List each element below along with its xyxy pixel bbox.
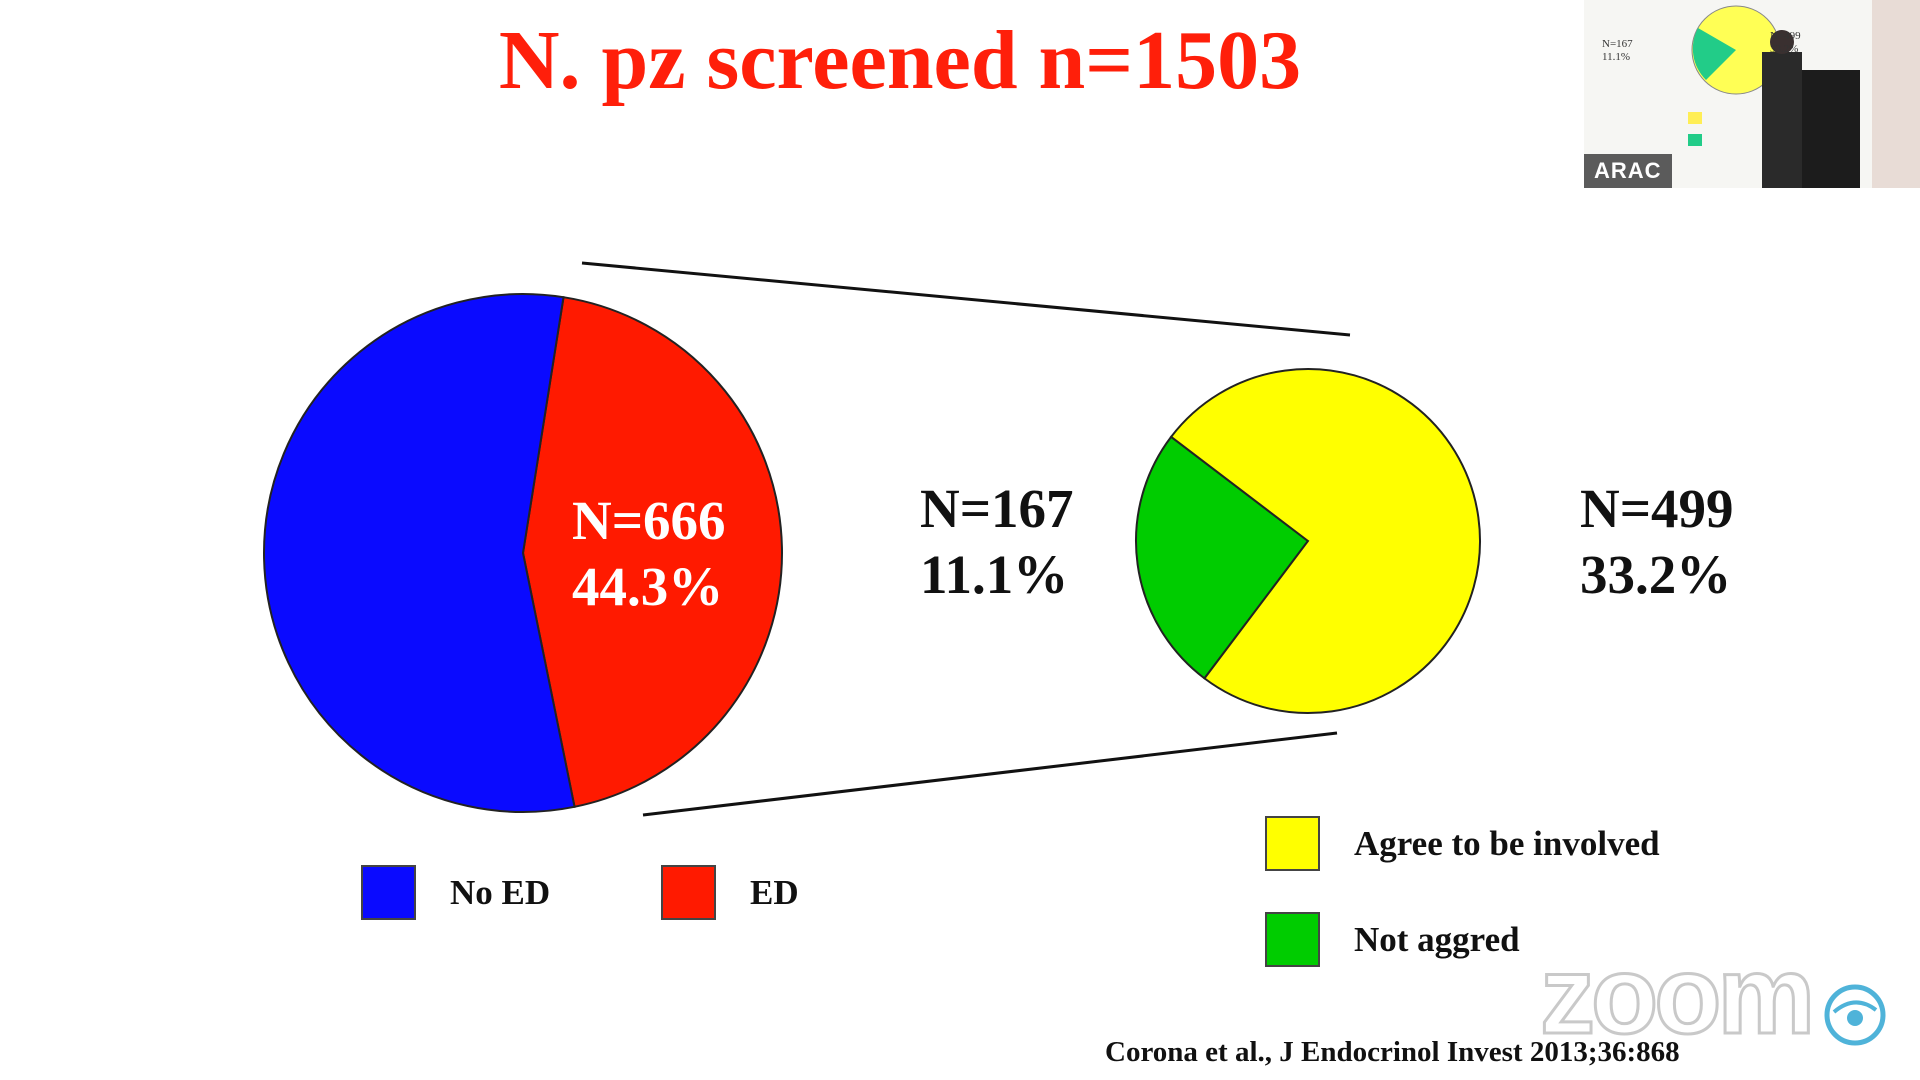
not-agreed-percent: 11.1%	[920, 544, 1069, 605]
pie-slice-ed	[521, 296, 783, 808]
legend-item-ed: ED	[661, 865, 799, 920]
pie-slice-no-ed	[263, 293, 576, 813]
legend-label-agree: Agree to be involved	[1354, 823, 1660, 863]
citation-text: Corona et al., J Endocrinol Invest 2013;…	[1105, 1036, 1680, 1068]
legend-swatch-not-agreed	[1265, 912, 1320, 967]
slide-title: N. pz screened n=1503	[498, 14, 1302, 107]
speaker-video-thumbnail[interactable]: N=167 11.1% N=499 33.2% ARAC	[1584, 0, 1920, 188]
legend-swatch-ed	[661, 865, 716, 920]
participant-name-badge: ARAC	[1584, 154, 1672, 188]
legend-swatch-no-ed	[361, 865, 416, 920]
legend-label-not-agreed: Not aggred	[1354, 919, 1520, 959]
organization-logo-icon	[1824, 984, 1886, 1046]
ed-slice-label: N=666 44.3%	[572, 488, 726, 620]
connector-line-bottom	[642, 731, 1338, 817]
thumbnail-left-label: N=167 11.1%	[1602, 38, 1633, 63]
agree-label: N=499 33.2%	[1580, 476, 1734, 608]
pie-slice-agree-to-be-involved	[1169, 368, 1481, 714]
ed-percent-label: 44.3%	[572, 556, 724, 617]
zoom-watermark: zoom	[1538, 933, 1816, 1059]
main-pie-chart	[263, 293, 783, 813]
pie-slice-not-aggred	[1135, 435, 1310, 680]
legend-swatch-agree	[1265, 816, 1320, 871]
agree-count: N=499	[1580, 478, 1734, 539]
legend-label-no-ed: No ED	[450, 872, 551, 912]
not-agreed-count: N=167	[920, 478, 1074, 539]
connector-line-top	[581, 261, 1351, 337]
not-agreed-label: N=167 11.1%	[920, 476, 1074, 608]
sub-pie-chart	[1135, 368, 1481, 714]
ed-count-label: N=666	[572, 490, 726, 551]
agree-percent: 33.2%	[1580, 544, 1732, 605]
legend-item-agree: Agree to be involved	[1265, 816, 1660, 871]
legend-label-ed: ED	[750, 872, 799, 912]
legend-item-no-ed: No ED	[361, 865, 550, 920]
legend-item-not-agreed: Not aggred	[1265, 912, 1520, 967]
thumbnail-right-label: N=499 33.2%	[1770, 30, 1801, 55]
